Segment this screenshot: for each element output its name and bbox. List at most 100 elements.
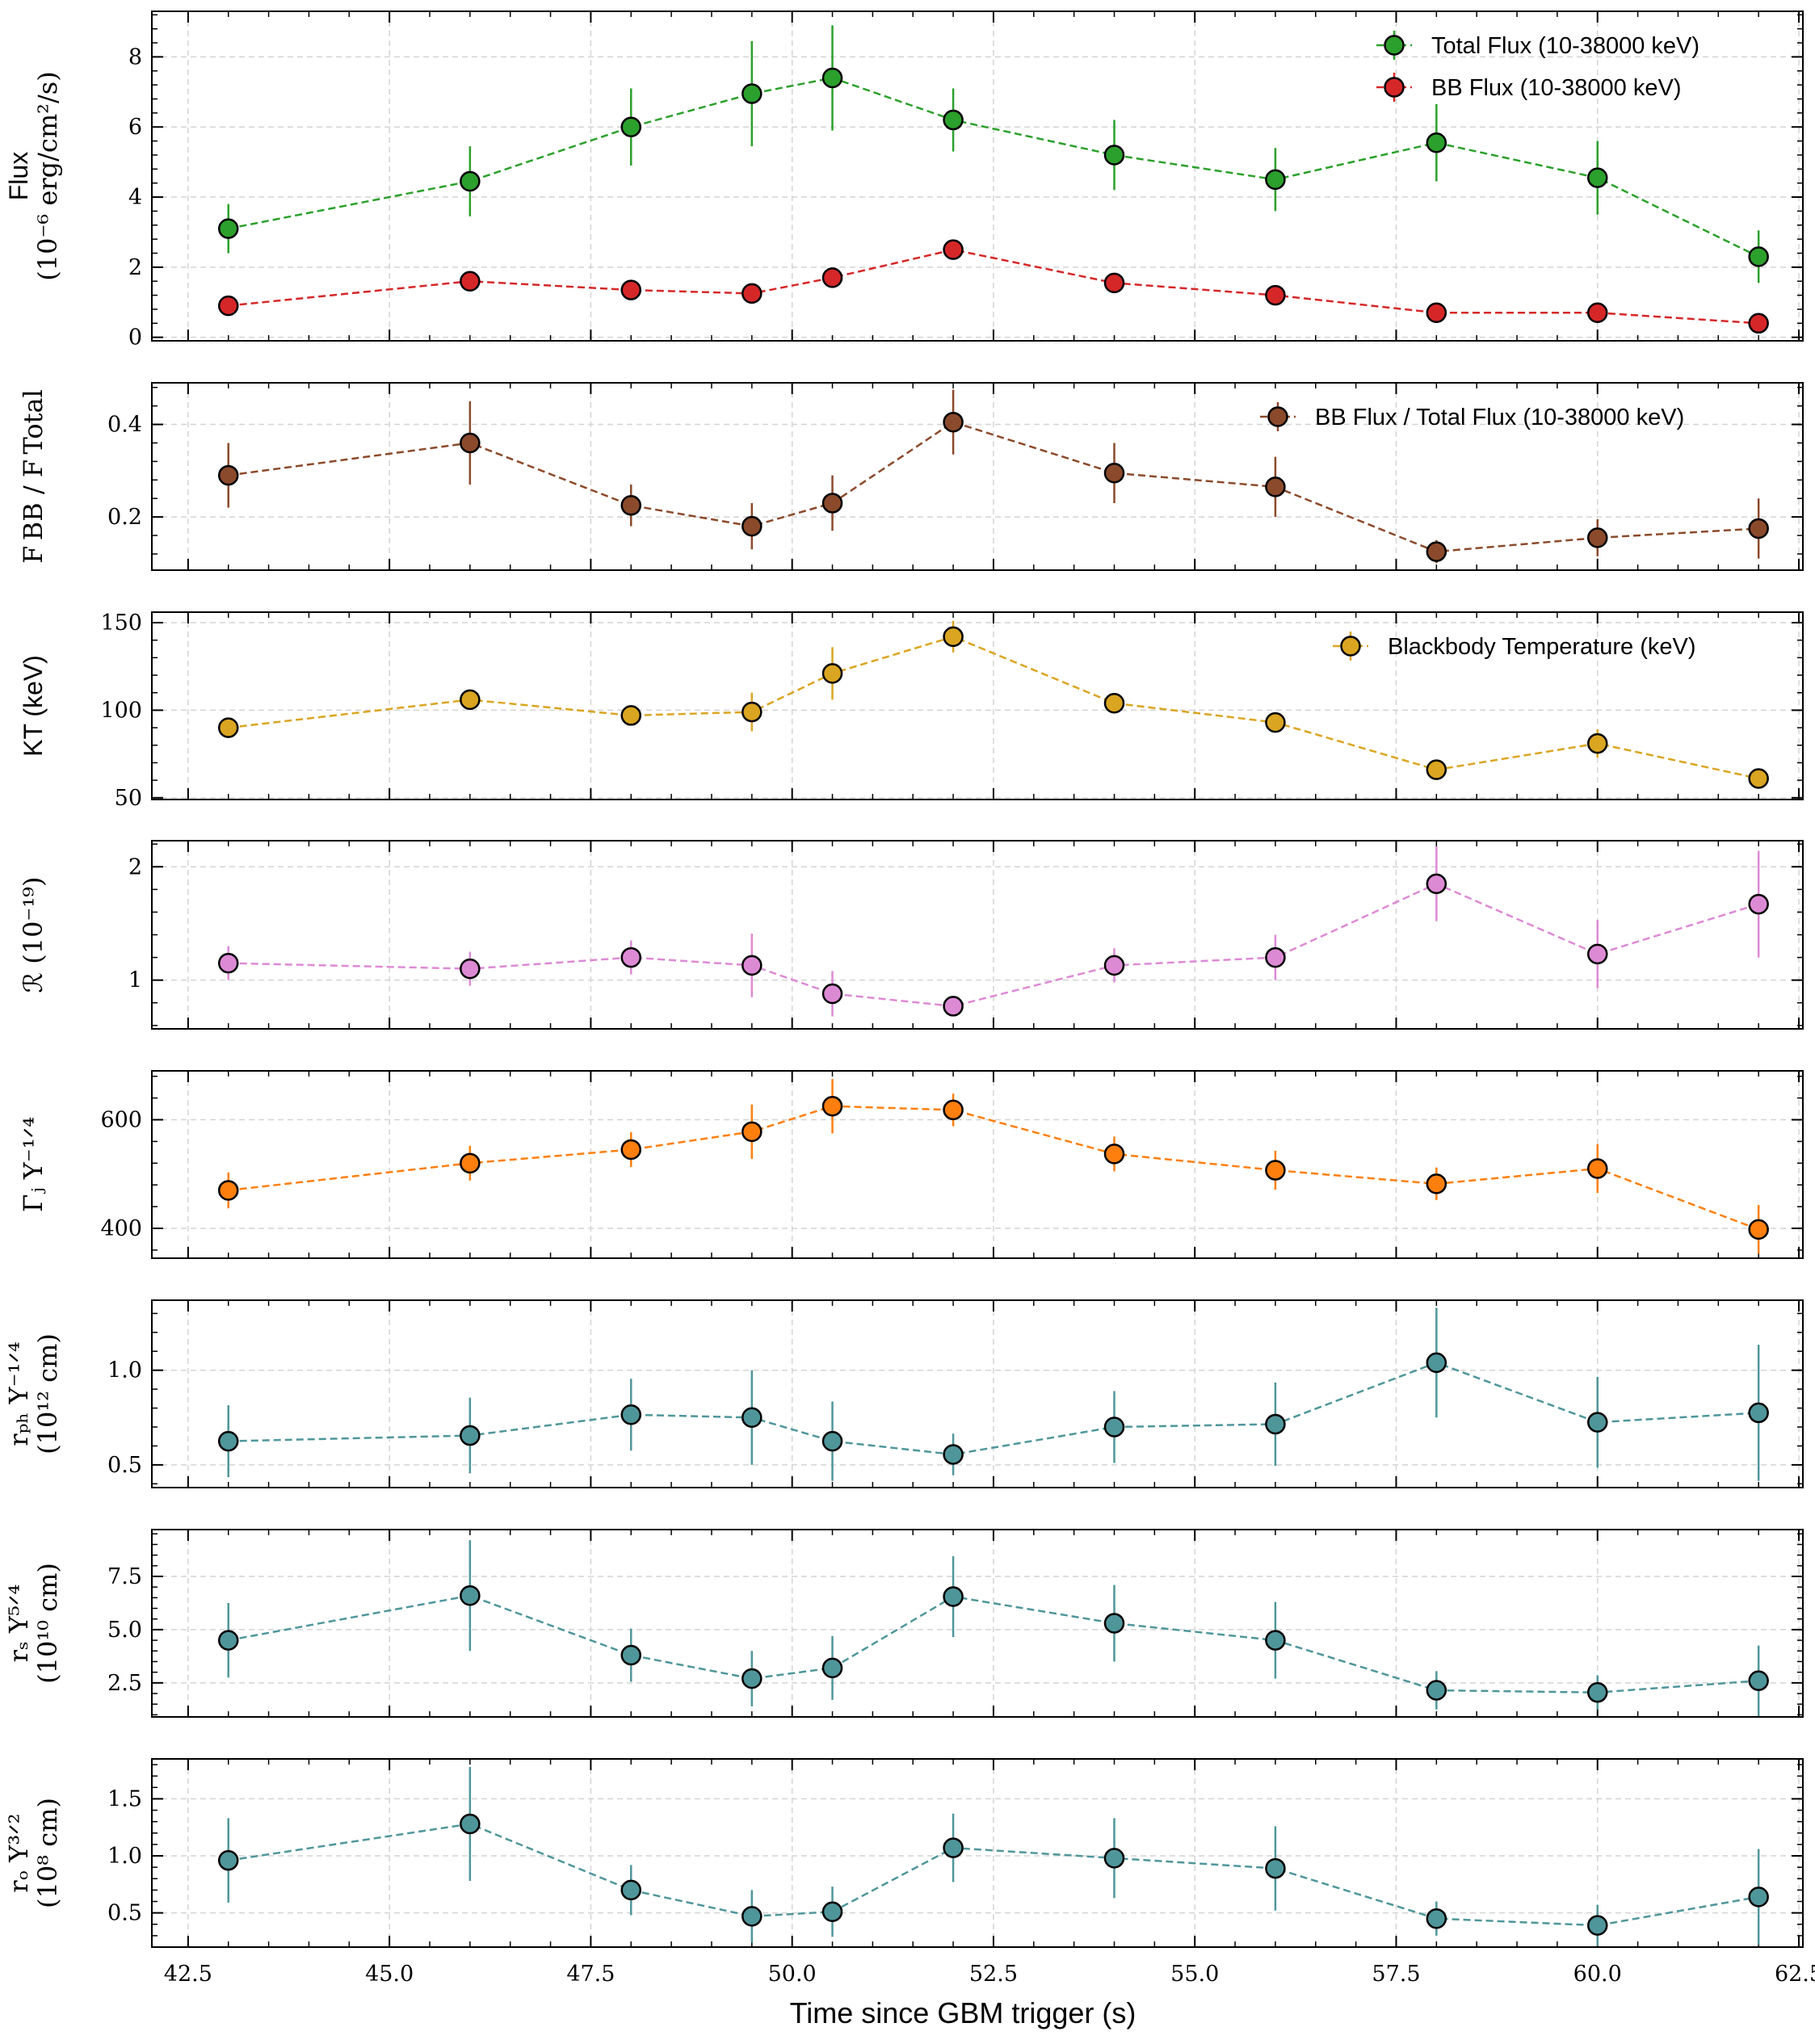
x-tick-label: 62.5 — [1775, 1962, 1815, 1987]
x-tick-label: 60.0 — [1573, 1962, 1622, 1987]
panel-4: 1 2 ℛ (10⁻¹⁹) — [18, 840, 1804, 1030]
y-tick-label: 0.5 — [107, 1901, 142, 1926]
series-1 — [217, 25, 1769, 283]
y-axis-label: (10⁻⁶ erg/cm²/s) — [32, 71, 63, 280]
data-point — [1426, 302, 1447, 324]
data-point — [1265, 169, 1286, 191]
data-point — [460, 432, 481, 454]
y-tick-label: 150 — [100, 611, 142, 636]
series-line — [228, 248, 1759, 325]
series-1 — [217, 389, 1769, 564]
data-point — [742, 1906, 763, 1927]
data-point — [217, 295, 239, 317]
data-point — [821, 1095, 843, 1117]
series-line — [228, 1105, 1759, 1231]
plot-frame — [151, 382, 1804, 571]
data-point — [1748, 1887, 1769, 1908]
y-tick-label: 2 — [128, 255, 142, 280]
legend-marker — [1340, 636, 1361, 657]
y-tick-label: 400 — [100, 1216, 142, 1241]
y-axis-label: rₛ Y⁵ᐟ⁴ — [3, 1584, 34, 1663]
data-point — [460, 1152, 481, 1174]
data-point — [742, 955, 763, 976]
data-point — [620, 279, 642, 300]
panel-6: 0.5 1.0 rₚₕ Y⁻¹ᐟ⁴(10¹² cm) — [3, 1299, 1804, 1488]
data-point — [1748, 768, 1769, 789]
data-point — [620, 116, 642, 137]
y-tick-label: 100 — [100, 698, 142, 723]
data-point — [1748, 518, 1769, 539]
plot-frame — [151, 1758, 1804, 1948]
legend-entry: BB Flux (10-38000 keV) — [1376, 73, 1681, 102]
x-tick-label: 50.0 — [768, 1962, 817, 1987]
series-2 — [217, 239, 1769, 334]
data-point — [1748, 1670, 1769, 1691]
legend-entry: BB Flux / Total Flux (10-38000 keV) — [1260, 402, 1684, 431]
data-point — [460, 689, 481, 711]
x-tick-label: 52.5 — [969, 1962, 1018, 1987]
data-point — [821, 1901, 843, 1922]
data-point — [1748, 1219, 1769, 1240]
y-tick-label: 8 — [128, 44, 142, 69]
data-point — [460, 170, 481, 192]
data-point — [1265, 946, 1286, 968]
data-point — [620, 1404, 642, 1425]
data-point — [1103, 1417, 1125, 1438]
data-point — [1103, 145, 1125, 166]
data-point — [943, 1099, 964, 1121]
data-point — [943, 1586, 964, 1607]
data-point — [1265, 1413, 1286, 1435]
data-point — [217, 952, 239, 974]
data-point — [1103, 1613, 1125, 1634]
y-tick-label: 1.0 — [107, 1358, 142, 1383]
plot-frame — [151, 1070, 1804, 1259]
data-point — [1426, 1680, 1447, 1701]
data-point — [620, 495, 642, 516]
y-axis-label: ℛ (10⁻¹⁹) — [18, 877, 48, 993]
y-tick-label: 50 — [115, 786, 142, 811]
data-point — [943, 109, 964, 131]
data-point — [460, 1425, 481, 1446]
legend-label: BB Flux / Total Flux (10-38000 keV) — [1315, 405, 1684, 430]
data-point — [1265, 1630, 1286, 1651]
series-1 — [217, 1540, 1769, 1716]
y-tick-label: 1.0 — [107, 1844, 142, 1869]
series-1 — [217, 620, 1769, 789]
panel-5: 400 600 Γⱼ Y⁻¹ᐟ⁴ — [18, 1070, 1804, 1259]
y-tick-label: 5.0 — [107, 1618, 142, 1643]
data-point — [1265, 1857, 1286, 1879]
data-point — [1265, 284, 1286, 306]
legend-entry: Blackbody Temperature (keV) — [1333, 632, 1695, 661]
legend-label: BB Flux (10-38000 keV) — [1431, 75, 1681, 101]
data-point — [1586, 1681, 1608, 1703]
data-point — [821, 663, 843, 684]
series-1 — [217, 1766, 1769, 1946]
data-point — [1748, 246, 1769, 267]
data-point — [821, 1657, 843, 1679]
data-point — [620, 1139, 642, 1161]
y-axis-label: Γⱼ Y⁻¹ᐟ⁴ — [18, 1117, 48, 1212]
x-axis-label: Time since GBM trigger (s) — [790, 1996, 1136, 2029]
data-point — [1426, 1352, 1447, 1374]
y-tick-label: 2.5 — [107, 1671, 142, 1696]
data-point — [742, 1121, 763, 1143]
y-axis-label: F BB / F Total — [18, 389, 48, 564]
data-point — [742, 1668, 763, 1689]
data-point — [460, 1813, 481, 1835]
y-tick-label: 0.5 — [107, 1453, 142, 1478]
plot-frame — [151, 10, 1804, 342]
y-tick-label: 6 — [128, 115, 142, 140]
data-point — [742, 283, 763, 304]
data-point — [1748, 893, 1769, 915]
data-point — [1426, 873, 1447, 895]
legend-marker — [1384, 77, 1405, 98]
series-line — [228, 421, 1759, 553]
data-point — [460, 271, 481, 292]
plot-frame — [151, 840, 1804, 1030]
data-point — [1586, 732, 1608, 754]
data-point — [1426, 1908, 1447, 1929]
y-axis-label: rₒ Y³ᐟ² — [3, 1813, 34, 1892]
legend-marker — [1384, 35, 1405, 56]
y-tick-label: 1.5 — [107, 1786, 142, 1811]
data-point — [1103, 955, 1125, 976]
